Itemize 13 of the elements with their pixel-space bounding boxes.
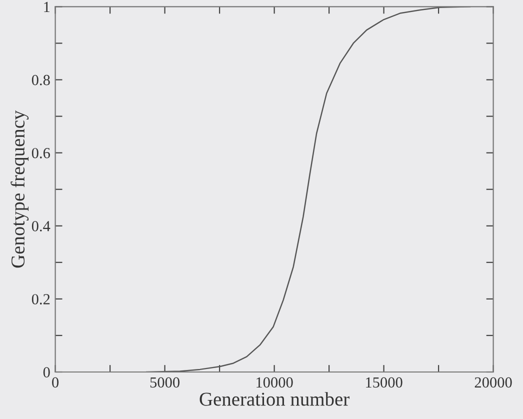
x-tick-label: 5000 <box>150 377 180 388</box>
x-tick-label: 15000 <box>366 377 402 388</box>
y-tick-label: 0.8 <box>32 74 50 86</box>
y-tick-label: 0.2 <box>32 294 50 304</box>
x-axis-title: Generation number <box>200 392 350 406</box>
y-tick-label: 0 <box>43 367 50 378</box>
y-axis-title: Genotype frequency <box>10 110 29 268</box>
y-tick-label: 0.6 <box>32 148 50 158</box>
x-tick-label: 10000 <box>256 377 293 388</box>
x-tick-label: 20000 <box>474 377 512 388</box>
y-tick-label: 0.4 <box>32 221 50 232</box>
y-tick-label: 1 <box>44 2 50 12</box>
x-tick-label: 0 <box>52 377 59 388</box>
